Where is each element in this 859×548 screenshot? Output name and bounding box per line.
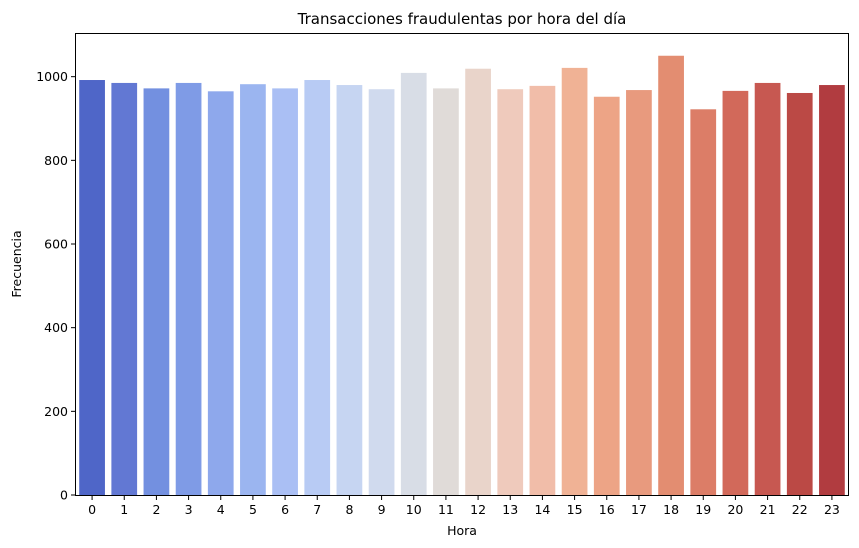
bar-hour-2 — [143, 88, 170, 495]
x-tick-label: 6 — [281, 502, 289, 517]
chart-title: Transacciones fraudulentas por hora del … — [297, 10, 627, 28]
bar-hour-15 — [561, 67, 588, 495]
x-tick-label: 4 — [217, 502, 225, 517]
bar-hour-11 — [433, 88, 459, 495]
x-tick-label: 8 — [345, 502, 353, 517]
x-tick-label: 23 — [824, 502, 840, 517]
x-tick-label: 19 — [695, 502, 711, 517]
bar-hour-1 — [111, 82, 138, 495]
bar-hour-8 — [336, 85, 363, 495]
bar-hour-0 — [79, 80, 105, 496]
x-tick-label: 10 — [406, 502, 422, 517]
bar-hour-16 — [593, 96, 620, 495]
y-tick-label: 600 — [44, 237, 68, 252]
x-tick-label: 18 — [663, 502, 679, 517]
bar-hour-6 — [272, 88, 298, 495]
bar-hour-17 — [626, 90, 652, 495]
x-tick-label: 21 — [760, 502, 776, 517]
bar-hour-12 — [465, 68, 491, 495]
bar-hour-21 — [754, 82, 781, 495]
x-tick-label: 1 — [120, 502, 128, 517]
x-tick-label: 11 — [438, 502, 454, 517]
x-tick-label: 17 — [631, 502, 647, 517]
x-axis-ticks: 0 1 2 3 4 5 6 7 8 9 10 11 12 13 14 15 16 17 18 19 20 21 22 23 — [88, 495, 840, 517]
bar-hour-18 — [658, 55, 684, 495]
y-tick-label: 0 — [60, 488, 68, 503]
bar-hour-22 — [786, 92, 813, 495]
x-tick-label: 12 — [470, 502, 486, 517]
bars-group — [79, 55, 845, 496]
bar-hour-23 — [819, 85, 845, 495]
y-axis-ticks: 0 200 400 600 800 1000 — [36, 69, 76, 503]
y-tick-label: 200 — [44, 404, 68, 419]
bar-hour-14 — [529, 85, 556, 496]
bar-hour-4 — [207, 91, 234, 495]
x-tick-label: 2 — [152, 502, 160, 517]
plot-frame — [75, 33, 849, 496]
x-tick-label: 14 — [534, 502, 550, 517]
bar-hour-3 — [175, 82, 202, 495]
bar-hour-5 — [240, 84, 266, 495]
x-tick-label: 7 — [313, 502, 321, 517]
x-tick-label: 9 — [378, 502, 386, 517]
bar-hour-19 — [690, 109, 717, 496]
x-tick-label: 15 — [567, 502, 583, 517]
y-tick-label: 1000 — [36, 69, 68, 84]
y-tick-label: 800 — [44, 153, 68, 168]
x-tick-label: 5 — [249, 502, 257, 517]
bar-hour-7 — [304, 80, 331, 496]
bar-hour-10 — [400, 72, 427, 496]
y-tick-label: 400 — [44, 320, 68, 335]
x-tick-label: 13 — [502, 502, 518, 517]
x-tick-label: 0 — [88, 502, 96, 517]
bar-hour-9 — [368, 89, 395, 495]
bar-hour-13 — [497, 89, 524, 495]
x-axis-label: Hora — [447, 523, 477, 538]
x-tick-label: 3 — [185, 502, 193, 517]
x-tick-label: 20 — [727, 502, 743, 517]
x-tick-label: 16 — [599, 502, 615, 517]
y-axis-label: Frecuencia — [9, 230, 24, 297]
bar-hour-20 — [722, 90, 749, 495]
x-tick-label: 22 — [792, 502, 808, 517]
